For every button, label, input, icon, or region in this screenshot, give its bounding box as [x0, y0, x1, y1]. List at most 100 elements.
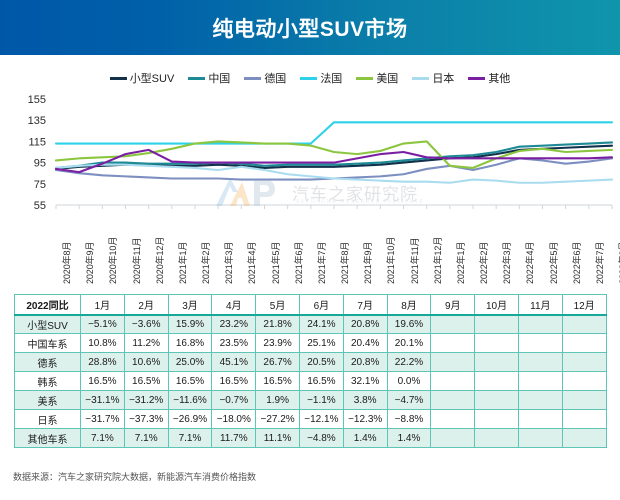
table-cell: 28.8%: [80, 352, 125, 372]
table-cell: [430, 314, 476, 334]
table-cell: −8.8%: [386, 409, 432, 429]
x-axis-label: 2021年4月: [247, 241, 258, 284]
table-cell: −3.6%: [123, 314, 169, 334]
table-cell: −37.3%: [123, 409, 169, 429]
table-cell: 10.6%: [123, 352, 169, 372]
chart-series-line-3: [54, 121, 614, 145]
x-axis-label: 2020年9月: [85, 241, 96, 284]
x-axis-label: 2022年5月: [548, 241, 559, 284]
table-cell: 19.6%: [386, 314, 432, 334]
yoy-data-table: 2022同比 1月 2月 3月 4月 5月 6月 7月 8月 9月 10月 11月 12月 小型SUV…: [14, 294, 607, 448]
x-axis-label: 2021年8月: [340, 241, 350, 284]
table-cell: 23.9%: [255, 333, 300, 353]
table-row-header: 韩系: [14, 371, 81, 391]
x-axis-label: 2022年2月: [479, 241, 489, 284]
legend-item-3[interactable]: 法国: [300, 70, 342, 86]
table-cell: [474, 428, 519, 448]
table-cell: [517, 409, 563, 429]
table-row: 小型SUV −5.1% −3.6% 15.9% 23.2% 21.8% 24.1% 20.8%…: [14, 314, 607, 334]
table-cell: −4.8%: [298, 428, 344, 448]
legend-item-5[interactable]: 日本: [412, 70, 454, 86]
table-cell: 0.0%: [386, 371, 432, 391]
table-column-header: 11月: [517, 294, 563, 316]
table-cell: [474, 390, 519, 410]
table-cell: 16.5%: [211, 371, 257, 391]
table-cell: −1.1%: [298, 390, 344, 410]
table-column-header: 7月: [342, 294, 388, 316]
x-axis-label: 2021年10月: [386, 236, 397, 284]
x-axis-label: 2020年8月: [62, 241, 72, 284]
table-cell: 16.5%: [167, 371, 213, 391]
legend-item-2[interactable]: 德国: [244, 70, 286, 86]
table-cell: 16.5%: [80, 371, 125, 391]
legend-color-swatch: [300, 76, 318, 80]
table-column-header: 6月: [298, 294, 344, 316]
legend-item-label: 小型SUV: [129, 73, 175, 85]
table-cell: 16.8%: [167, 333, 213, 353]
table-corner-label: 2022同比: [14, 294, 81, 316]
x-axis-label: 2021年11月: [409, 237, 420, 284]
y-axis-tick-label: 115: [28, 136, 46, 148]
table-cell: [474, 333, 519, 353]
legend-item-4[interactable]: 美国: [356, 70, 398, 86]
table-cell: 25.1%: [298, 333, 344, 353]
x-axis-label: 2022年7月: [594, 241, 605, 284]
table-cell: 20.8%: [342, 314, 388, 334]
table-cell: 10.8%: [80, 333, 125, 353]
data-table-wrapper: 2022同比 1月 2月 3月 4月 5月 6月 7月 8月 9月 10月 11月 12月 小型SUV…: [14, 294, 607, 448]
table-column-header: 10月: [474, 294, 519, 316]
table-cell: −12.3%: [342, 409, 388, 429]
legend-color-swatch: [468, 76, 486, 80]
legend-item-1[interactable]: 中国: [188, 70, 230, 86]
table-column-header: 8月: [386, 294, 432, 316]
x-axis-label: 2021年5月: [270, 241, 281, 284]
table-cell: −31.1%: [80, 390, 125, 410]
table-cell: 23.2%: [211, 314, 257, 334]
x-axis-label: 2021年2月: [201, 241, 211, 284]
table-cell: [430, 333, 476, 353]
table-cell: −5.1%: [80, 314, 125, 334]
legend-color-swatch: [244, 76, 262, 80]
legend-item-label: 美国: [376, 73, 399, 85]
table-cell: [517, 333, 563, 353]
table-cell: 16.5%: [298, 371, 344, 391]
y-axis-tick-label: 135: [28, 115, 46, 127]
y-axis-tick-label: 75: [34, 179, 46, 191]
legend-item-6[interactable]: 其他: [468, 70, 510, 86]
table-cell: [517, 390, 563, 410]
x-axis-label: 2022年1月: [455, 241, 466, 284]
legend-item-0[interactable]: 小型SUV: [109, 70, 175, 86]
table-cell: −11.6%: [167, 390, 213, 410]
table-column-header: 1月: [80, 294, 125, 316]
x-axis-label: 2021年6月: [293, 241, 304, 284]
table-row-header: 其他车系: [14, 428, 81, 448]
table-cell: 26.7%: [255, 352, 300, 372]
legend-color-swatch: [412, 76, 430, 80]
table-cell: 1.4%: [342, 428, 388, 448]
table-cell: [430, 352, 476, 372]
x-axis-label: 2020年10月: [108, 236, 119, 284]
table-cell: [561, 409, 607, 429]
x-axis-label: 2020年11月: [131, 237, 142, 284]
x-axis-labels: 2020年8月 2020年9月 2020年10月 2020年11月 2020年12月 20…: [0, 212, 620, 290]
table-cell: [517, 428, 563, 448]
table-row-header: 小型SUV: [14, 314, 81, 334]
legend-color-swatch: [188, 76, 206, 80]
table-row-header: 日系: [14, 409, 81, 429]
table-cell: [561, 371, 607, 391]
table-row: 美系 −31.1% −31.2% −11.6% −0.7% 1.9% −1.1% 3.8% −4…: [14, 390, 607, 410]
table-cell: −31.2%: [123, 390, 169, 410]
table-cell: [517, 314, 563, 334]
table-row: 德系 28.8% 10.6% 25.0% 45.1% 26.7% 20.5% 20.8% 22.…: [14, 352, 607, 372]
table-cell: −18.0%: [211, 409, 257, 429]
table-cell: 21.8%: [255, 314, 300, 334]
table-cell: [430, 409, 476, 429]
x-axis-label: 2021年12月: [432, 236, 443, 284]
table-cell: −31.7%: [80, 409, 125, 429]
y-axis-tick-label: 155: [28, 94, 46, 106]
legend-item-label: 其他: [488, 73, 511, 85]
table-column-header: 3月: [167, 294, 213, 316]
table-cell: [517, 352, 563, 372]
x-axis-label: 2022年4月: [525, 241, 536, 284]
table-cell: 3.8%: [342, 390, 388, 410]
